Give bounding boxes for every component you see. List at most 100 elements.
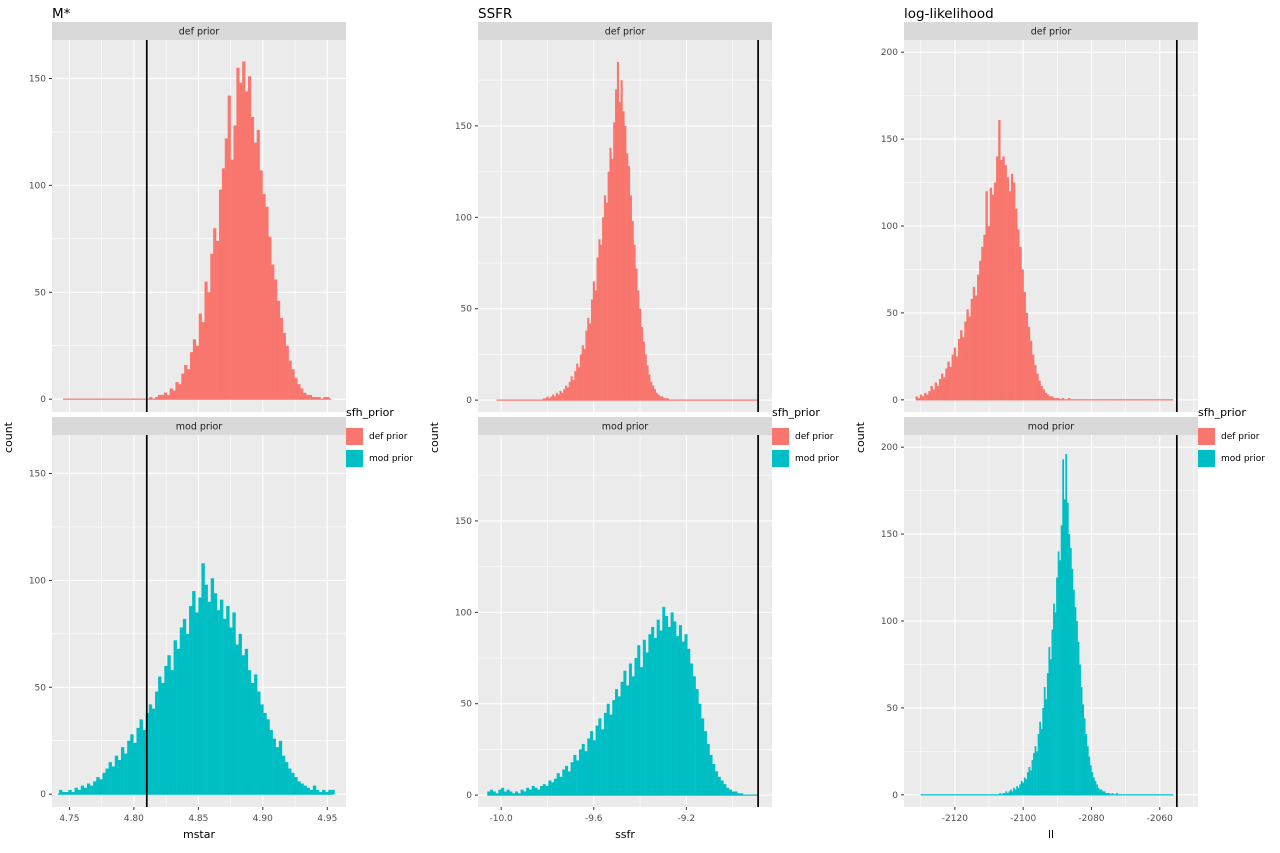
svg-text:50: 50 (461, 305, 473, 315)
histogram-bars (920, 454, 1174, 796)
svg-text:150: 150 (29, 74, 46, 84)
svg-text:50: 50 (887, 704, 899, 714)
facet-strip: def prior (904, 22, 1198, 40)
legend-title: sfh_prior (1198, 405, 1246, 419)
svg-text:150: 150 (881, 135, 898, 145)
svg-text:mod prior: mod prior (1028, 422, 1075, 433)
svg-text:mod prior: mod prior (176, 422, 223, 433)
svg-text:def prior: def prior (605, 27, 646, 38)
x-axis: -10.0 -9.6 -9.2 (490, 807, 695, 824)
svg-text:50: 50 (35, 288, 47, 298)
svg-text:-9.6: -9.6 (585, 814, 603, 824)
svg-text:-10.0: -10.0 (490, 814, 514, 824)
x-axis-label: ssfr (615, 828, 635, 841)
svg-text:def prior: def prior (1031, 27, 1072, 38)
reference-vline (1175, 435, 1178, 807)
svg-text:4.80: 4.80 (124, 814, 144, 824)
y-axis: 0 50 100 150 (29, 469, 52, 800)
svg-text:100: 100 (881, 222, 898, 232)
facet-strip: mod prior (52, 417, 346, 435)
svg-text:0: 0 (466, 396, 472, 406)
svg-text:0: 0 (892, 791, 898, 801)
x-axis: 4.75 4.80 4.85 4.90 4.95 (59, 807, 337, 824)
svg-text:200: 200 (881, 48, 898, 58)
svg-text:-2120: -2120 (942, 814, 968, 824)
y-axis-label: count (427, 421, 441, 454)
facet-panels-ssfr: def prior 0 50 100 150 mod prior 0 50 100 150 -10.… (455, 22, 772, 841)
svg-text:4.95: 4.95 (317, 814, 337, 824)
legend-label: mod prior (369, 453, 413, 464)
reference-vline (1175, 40, 1178, 412)
chart-mstar: M* count def prior 0 50 100 150 mod prior 0 50 1… (0, 0, 426, 853)
svg-text:100: 100 (881, 617, 898, 627)
facet-panels-mstar: def prior 0 50 100 150 mod prior 0 50 100 150 4.75… (29, 22, 346, 841)
histogram-bars (915, 119, 1174, 401)
legend-item: def prior (1198, 426, 1278, 448)
svg-text:0: 0 (466, 791, 472, 801)
reference-vline (757, 40, 759, 412)
legend-label: def prior (795, 431, 834, 442)
histogram-bars (487, 606, 758, 796)
histogram-bars (62, 61, 332, 400)
svg-text:50: 50 (887, 309, 899, 319)
y-axis: 0 50 100 150 200 (881, 443, 904, 801)
legend-label: def prior (1221, 431, 1260, 442)
svg-text:def prior: def prior (179, 27, 220, 38)
svg-text:50: 50 (35, 683, 47, 693)
chart-title: log-likelihood (904, 6, 994, 22)
facet-strip: mod prior (904, 417, 1198, 435)
legend-swatch-mod-prior (346, 450, 363, 467)
svg-text:0: 0 (40, 790, 46, 800)
svg-text:100: 100 (29, 576, 46, 586)
legend: sfh_prior def prior mod prior (772, 22, 852, 853)
histogram-bars (57, 563, 335, 795)
svg-text:-2060: -2060 (1147, 814, 1173, 824)
legend-item: def prior (772, 426, 852, 448)
chart-ssfr: SSFR count def prior 0 50 100 150 mod prior 0 5… (426, 0, 852, 853)
reference-vline (145, 435, 148, 807)
legend-item: mod prior (1198, 448, 1278, 470)
x-axis-label: mstar (183, 828, 216, 841)
y-axis: 0 50 100 150 (455, 517, 478, 801)
facet-strip: def prior (52, 22, 346, 40)
y-axis: 0 50 100 150 (455, 122, 478, 406)
legend-item: def prior (346, 426, 426, 448)
svg-text:-2100: -2100 (1010, 814, 1036, 824)
facet-strip: def prior (478, 22, 772, 40)
legend-label: mod prior (1221, 453, 1265, 464)
legend-swatch-def-prior (346, 428, 363, 445)
legend-title: sfh_prior (346, 405, 394, 419)
svg-text:mod prior: mod prior (602, 422, 649, 433)
legend-label: def prior (369, 431, 408, 442)
x-axis: -2120 -2100 -2080 -2060 (942, 807, 1173, 824)
legend-swatch-def-prior (772, 428, 789, 445)
reference-vline (757, 435, 759, 807)
chart-title: SSFR (478, 6, 513, 22)
legend: sfh_prior def prior mod prior (346, 22, 426, 853)
histogram-bars (496, 61, 758, 401)
chart-title: M* (52, 6, 71, 22)
legend-label: mod prior (795, 453, 839, 464)
y-axis-label: count (1, 421, 15, 454)
svg-text:150: 150 (29, 469, 46, 479)
svg-text:150: 150 (455, 517, 472, 527)
legend-title: sfh_prior (772, 405, 820, 419)
reference-vline (145, 40, 148, 412)
svg-text:100: 100 (455, 608, 472, 618)
svg-text:0: 0 (40, 395, 46, 405)
svg-text:150: 150 (881, 530, 898, 540)
svg-text:50: 50 (461, 700, 473, 710)
svg-text:4.90: 4.90 (253, 814, 273, 824)
y-axis-label: count (853, 421, 867, 454)
svg-text:0: 0 (892, 396, 898, 406)
facet-strip: mod prior (478, 417, 772, 435)
y-axis: 0 50 100 150 (29, 74, 52, 405)
legend-item: mod prior (346, 448, 426, 470)
panel (904, 40, 1198, 412)
legend-swatch-def-prior (1198, 428, 1215, 445)
legend-swatch-mod-prior (1198, 450, 1215, 467)
y-axis: 0 50 100 150 200 (881, 48, 904, 406)
svg-text:4.75: 4.75 (59, 814, 79, 824)
legend: sfh_prior def prior mod prior (1198, 22, 1278, 853)
